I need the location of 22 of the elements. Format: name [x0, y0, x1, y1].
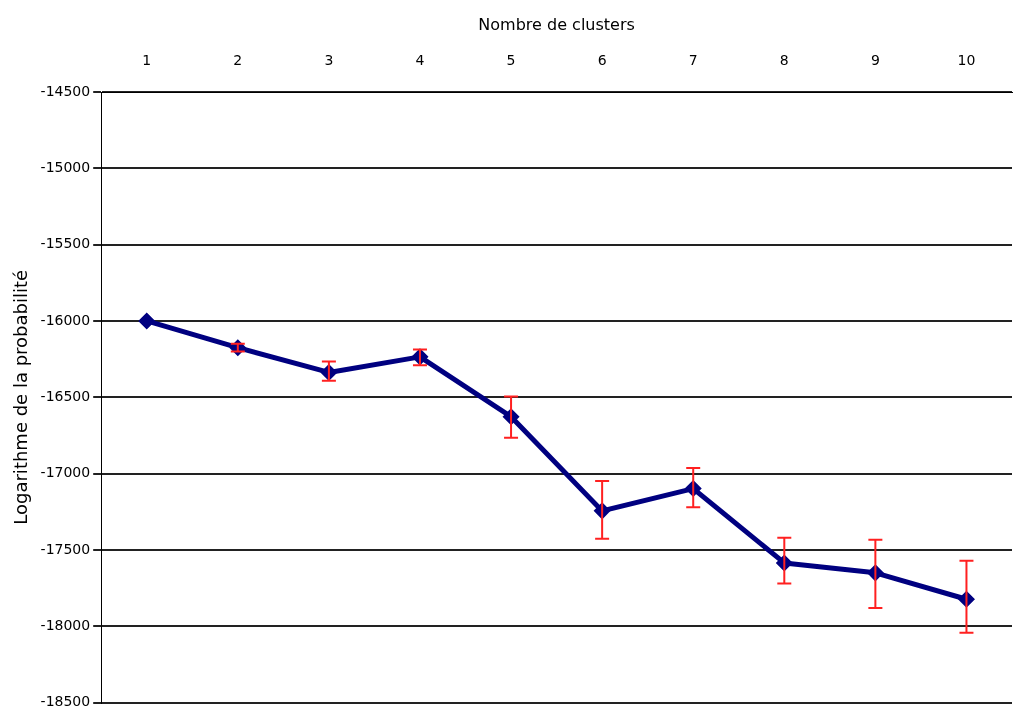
x-tick-label: 1 [142, 52, 152, 69]
y-tick-label: -15500 [40, 235, 91, 252]
x-tick-label: 6 [597, 52, 607, 69]
y-axis-title: Logarithme de la probabilité [10, 269, 32, 525]
x-tick-label: 8 [779, 52, 789, 69]
y-tick-label: -14500 [40, 82, 91, 99]
x-tick-label: 7 [688, 52, 698, 69]
y-tick-label: -16500 [40, 387, 91, 404]
x-tick-label: 5 [506, 52, 516, 69]
x-tick-label: 10 [957, 52, 976, 69]
x-tick-label: 4 [415, 52, 425, 69]
y-tick-label: -16000 [40, 311, 91, 328]
y-tick-label: -15000 [40, 158, 91, 175]
y-tick-label: -17500 [40, 540, 91, 557]
point [139, 313, 155, 329]
y-tick-label: -18000 [40, 616, 91, 633]
x-tick-label: 9 [870, 52, 880, 69]
y-tick-label: -17000 [40, 464, 91, 481]
x-tick-label: 3 [324, 52, 334, 69]
x-axis-title: Nombre de clusters [478, 14, 635, 34]
x-tick-label: 2 [233, 52, 243, 69]
y-tick-label: -18500 [40, 693, 91, 710]
